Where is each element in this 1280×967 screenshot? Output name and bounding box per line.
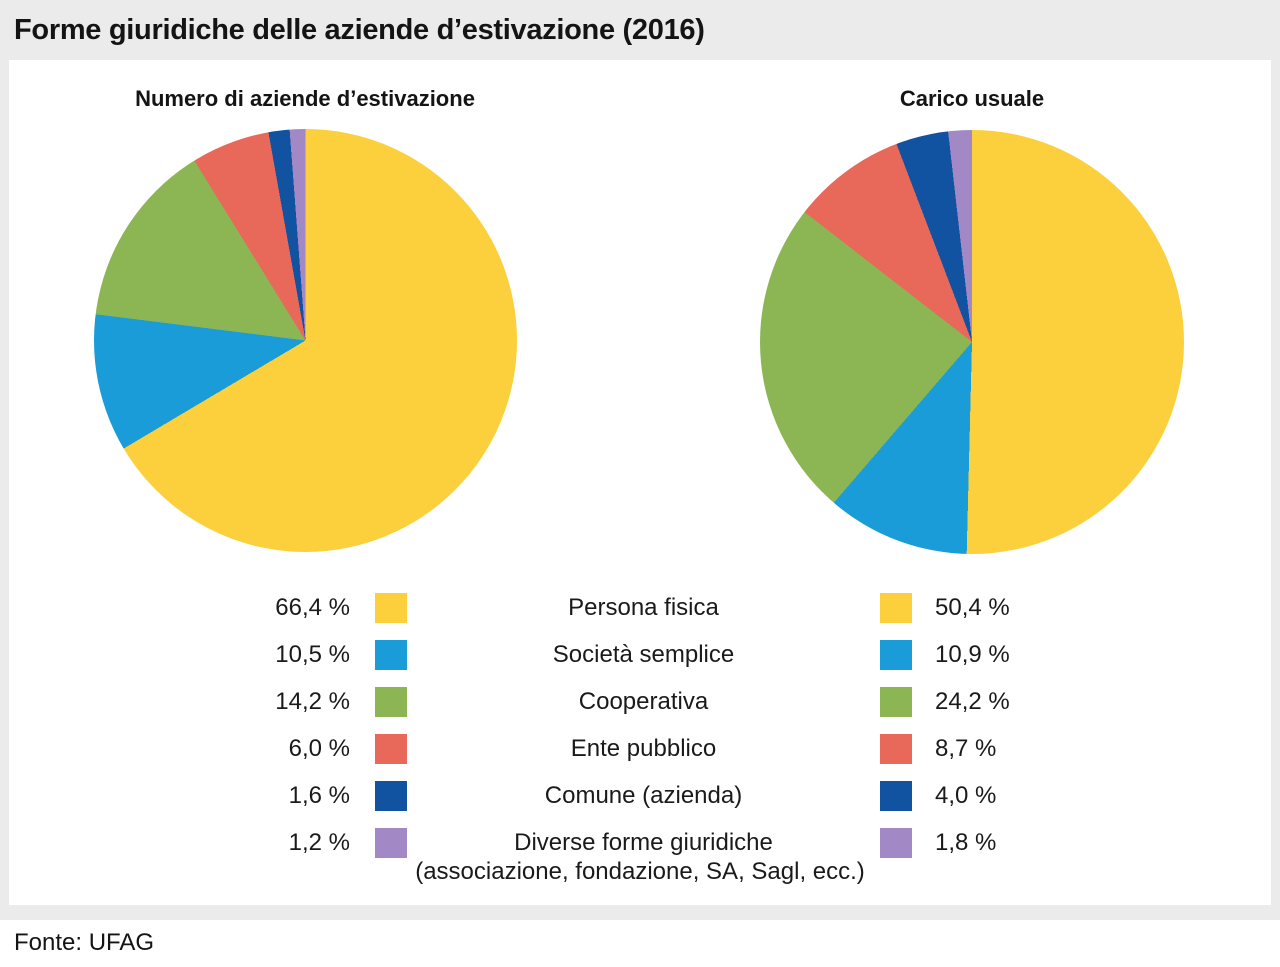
chart-card: Numero di aziende d’estivazione Carico u… — [9, 60, 1271, 905]
legend-row-comune-azienda: 1,6 % Comune (azienda) 4,0 % — [9, 772, 1271, 819]
source-text: Fonte: UFAG — [14, 929, 155, 956]
legend-row-cooperativa: 14,2 % Cooperativa 24,2 % — [9, 678, 1271, 725]
pie-left-title: Numero di aziende d’estivazione — [135, 86, 475, 111]
legend-right-pct: 4,0 % — [935, 781, 997, 809]
page-title: Forme giuridiche delle aziende d’estivaz… — [14, 14, 705, 46]
legend-right-pct: 50,4 % — [935, 593, 1010, 621]
figure-footer: Fonte: UFAG — [0, 920, 1280, 967]
legend-swatch-left — [375, 592, 407, 623]
legend-label: Persona fisica — [568, 593, 719, 621]
legend-right-pct: 8,7 % — [935, 734, 997, 762]
legend-left-pct: 14,2 % — [275, 687, 350, 715]
legend-left-pct: 10,5 % — [275, 640, 350, 668]
legend-right-pct: 1,8 % — [935, 828, 997, 856]
legend: 66,4 % Persona fisica 50,4 % 10,5 % Soci… — [9, 584, 1271, 886]
legend-left-pct: 1,2 % — [288, 828, 350, 856]
legend-left-pct: 66,4 % — [275, 593, 350, 621]
legend-row-persona-fisica: 66,4 % Persona fisica 50,4 % — [9, 584, 1271, 631]
legend-label: Ente pubblico — [570, 734, 717, 762]
legend-swatch-right — [880, 686, 912, 717]
legend-swatch-left — [375, 639, 407, 670]
legend-left-pct: 1,6 % — [288, 781, 350, 809]
legend-swatch-left — [375, 686, 407, 717]
legend-sublabel-diverse-forme: (associazione, fondazione, SA, Sagl, ecc… — [415, 858, 865, 885]
pie-chart-numero-aziende — [94, 129, 517, 552]
legend-swatch-right — [880, 733, 912, 764]
legend-swatch-right — [880, 639, 912, 670]
legend-swatch-right — [880, 780, 912, 811]
legend-row-diverse-forme: 1,2 % Diverse forme giuridiche 1,8 % — [9, 819, 1271, 866]
legend-swatch-left — [375, 733, 407, 764]
legend-right-pct: 10,9 % — [935, 640, 1010, 668]
pie-chart-carico-usuale — [760, 130, 1184, 554]
legend-label: Comune (azienda) — [544, 781, 743, 809]
pie-right-title: Carico usuale — [899, 86, 1045, 111]
figure-header: Forme giuridiche delle aziende d’estivaz… — [0, 0, 1280, 60]
legend-label: Cooperativa — [578, 687, 709, 715]
legend-right-pct: 24,2 % — [935, 687, 1010, 715]
legend-swatch-left — [375, 780, 407, 811]
legend-left-pct: 6,0 % — [288, 734, 350, 762]
legend-row-ente-pubblico: 6,0 % Ente pubblico 8,7 % — [9, 725, 1271, 772]
legend-swatch-right — [880, 592, 912, 623]
legend-swatch-right — [880, 827, 912, 858]
legend-swatch-left — [375, 827, 407, 858]
legend-label: Diverse forme giuridiche — [514, 828, 773, 856]
legend-row-societa-semplice: 10,5 % Società semplice 10,9 % — [9, 631, 1271, 678]
legend-label: Società semplice — [552, 640, 735, 668]
